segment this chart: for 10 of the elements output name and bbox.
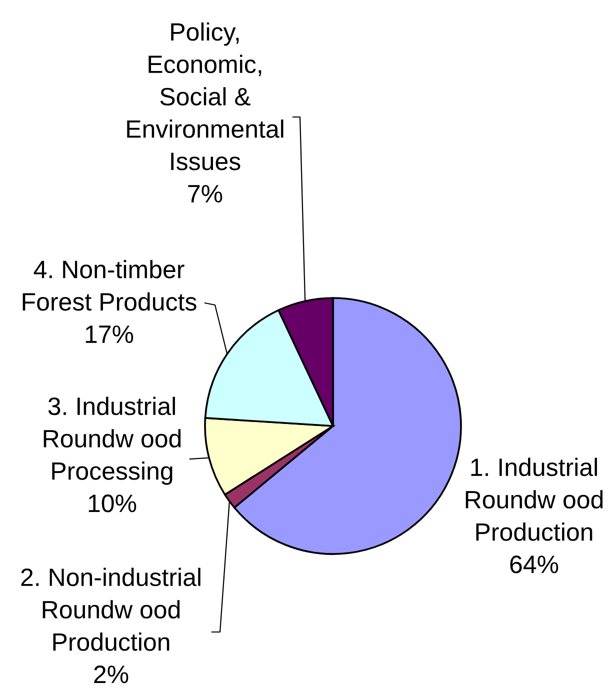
data-label: 2% [94, 666, 128, 684]
data-label: 10% [88, 494, 136, 512]
slice-label: Policy, Economic, Social & Environmental Issues [127, 22, 284, 170]
data-label: 64% [510, 556, 558, 574]
slice-label: 4. Non-timber Forest Products [22, 260, 196, 311]
data-label: 7% [188, 185, 222, 203]
slice-label: 2. Non-industrial Roundw ood Production [21, 568, 200, 651]
slice-label: 1. Industrial Roundw ood Production [466, 458, 603, 541]
slice-label: 3. Industrial Roundw ood Processing [44, 396, 181, 485]
data-label: 17% [86, 325, 134, 343]
